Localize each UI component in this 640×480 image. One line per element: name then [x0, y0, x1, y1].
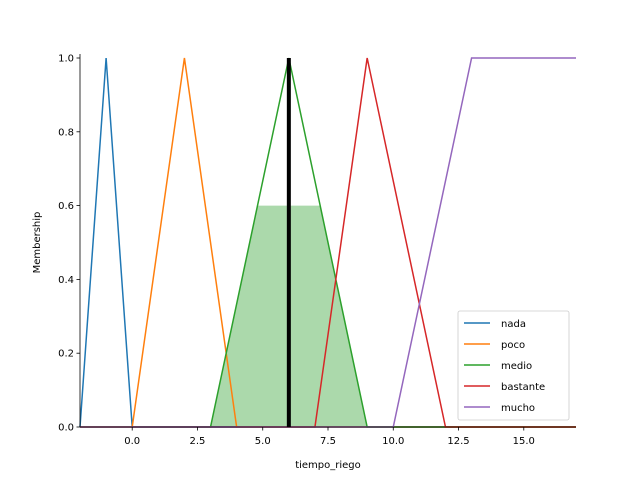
y-tick-label: 0.6 — [58, 201, 74, 212]
x-tick-label: 2.5 — [190, 436, 206, 447]
y-tick-label: 0.8 — [58, 127, 74, 138]
legend-label-mucho: mucho — [501, 403, 535, 414]
x-tick-label: 0.0 — [124, 436, 140, 447]
y-tick-label: 0.2 — [58, 349, 74, 360]
legend-label-medio: medio — [501, 361, 532, 372]
ticks-layer: 0.0 2.5 5.0 7.5 10.0 12.5 15.0 0.0 0.2 0.4 0.6 0.8 1… — [58, 54, 535, 448]
y-tick-label: 1.0 — [58, 54, 74, 65]
legend-frame — [457, 310, 570, 421]
y-tick-label: 0.4 — [58, 275, 74, 286]
x-tick-label: 10.0 — [382, 436, 404, 447]
x-tick-label: 12.5 — [447, 436, 469, 447]
y-axis-label: Membership — [32, 212, 43, 274]
x-tick-label: 7.5 — [320, 436, 336, 447]
legend-label-poco: poco — [501, 340, 525, 351]
x-tick-label: 15.0 — [513, 436, 535, 447]
x-tick-label: 5.0 — [255, 436, 271, 447]
legend: nada poco medio bastante mucho — [457, 310, 570, 421]
y-tick-label: 0.0 — [58, 423, 74, 434]
x-axis-label: tiempo_riego — [295, 460, 361, 471]
legend-label-nada: nada — [501, 319, 526, 330]
legend-label-bastante: bastante — [501, 382, 545, 393]
